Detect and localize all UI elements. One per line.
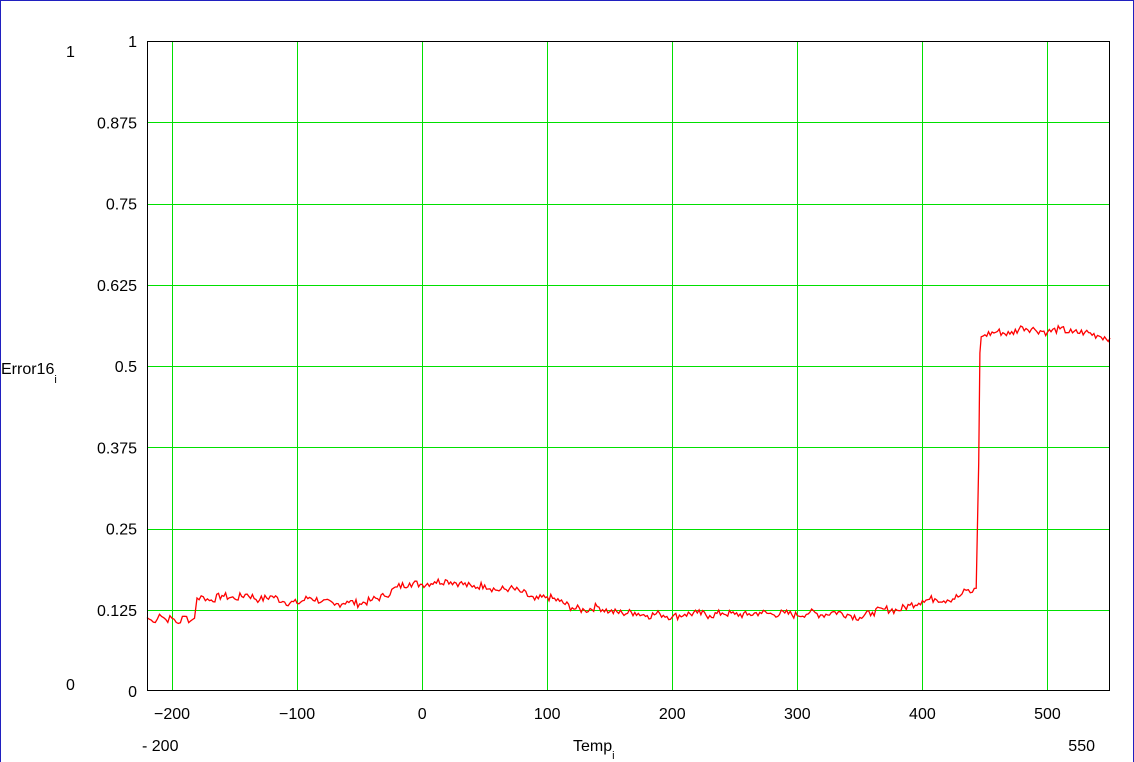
x-tick-label: 100 (534, 706, 561, 723)
y-range-max-label: 1 (66, 44, 75, 61)
y-axis-title-subscript: i (54, 374, 56, 386)
y-tick-label: 0.75 (106, 197, 137, 214)
y-axis-title: Error16i (1, 361, 57, 386)
y-tick-label: 0 (128, 684, 137, 701)
x-tick-label: 0 (418, 706, 427, 723)
y-tick-label: 0.125 (97, 603, 137, 620)
x-axis-title: Tempi (573, 738, 615, 762)
x-tick-label: −100 (279, 706, 315, 723)
y-tick-label: 0.5 (115, 359, 137, 376)
y-tick-label: 0.625 (97, 278, 137, 295)
x-range-max-label: 550 (1068, 738, 1095, 755)
y-tick-label: 1 (128, 34, 137, 51)
x-tick-label: 200 (659, 706, 686, 723)
plot-border (147, 41, 1110, 691)
tick-labels: −200 −100 0 100 200 300 400 500 0 0.125 0.25 0.375 0… (97, 34, 1061, 723)
x-tick-label: 500 (1034, 706, 1061, 723)
x-tick-label: 400 (909, 706, 936, 723)
x-range-min-label: - 200 (142, 738, 179, 755)
y-axis-title-text: Error16 (1, 361, 54, 378)
y-tick-label: 0.375 (97, 440, 137, 457)
x-tick-label: 300 (784, 706, 811, 723)
series-line (146, 324, 1111, 625)
x-tick-label: −200 (154, 706, 190, 723)
x-axis-title-subscript: i (612, 750, 614, 762)
y-tick-label: 0.875 (97, 115, 137, 132)
y-range-min-label: 0 (66, 677, 75, 694)
x-axis-title-text: Temp (573, 738, 612, 755)
y-tick-label: 0.25 (106, 522, 137, 539)
